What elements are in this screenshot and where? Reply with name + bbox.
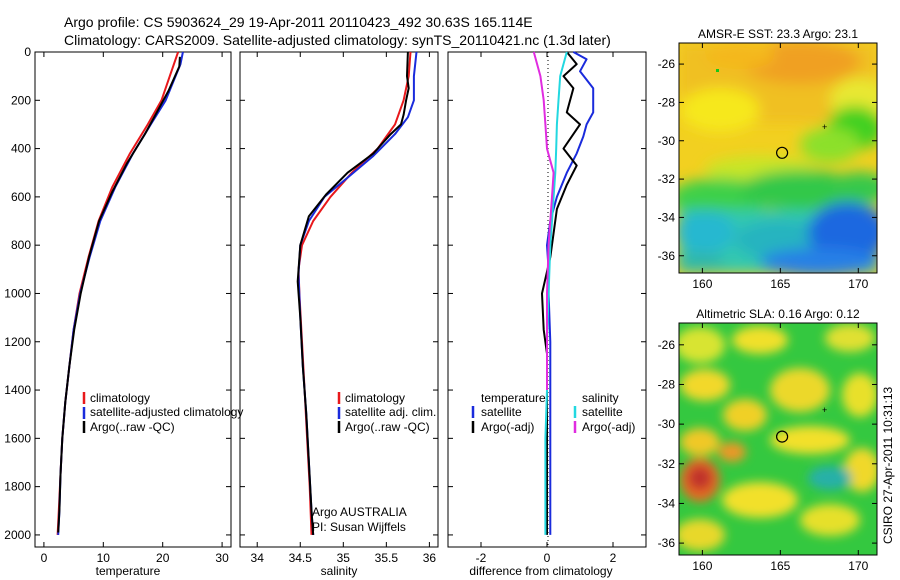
argo-pi-text: PI: Susan Wijffels xyxy=(312,520,406,534)
difference-panel: -2 0 2 difference from climatology tempera… xyxy=(447,51,647,578)
map-x-tick-label: 160 xyxy=(692,559,712,573)
temperature-axes-frame xyxy=(34,51,232,548)
y-tick-label: 1800 xyxy=(4,480,31,494)
figure-title-line1: Argo profile: CS 5903624_29 19-Apr-2011 … xyxy=(64,14,533,30)
map-y-tick-label: -34 xyxy=(658,496,676,510)
x-tick-label: 2 xyxy=(610,551,617,565)
temperature-xlabel: temperature xyxy=(96,564,161,578)
y-tick-label: 200 xyxy=(11,93,31,107)
sst-heatmap xyxy=(679,43,877,273)
map-y-tick-label: -26 xyxy=(658,57,676,71)
map-y-tick-label: -30 xyxy=(658,134,676,148)
x-tick-label: 36 xyxy=(423,551,437,565)
salinity-legend: climatology satellite adj. clim. Argo(..… xyxy=(337,391,436,434)
legend-label-satellite: satellite adj. clim. xyxy=(345,405,436,419)
x-tick-label: 35 xyxy=(337,551,351,565)
series-line-argo-raw-qc- xyxy=(296,51,410,535)
series-line-climatology xyxy=(297,51,412,535)
legend-label-climatology: climatology xyxy=(345,391,405,405)
y-tick-label: 800 xyxy=(11,238,31,252)
legend-label-temp-satellite: satellite xyxy=(481,405,522,419)
sst-argo-float-marker xyxy=(775,146,789,159)
y-tick-label: 2000 xyxy=(4,528,31,542)
salinity-xlabel: salinity xyxy=(321,564,358,578)
sst-plus-marker: + xyxy=(822,122,827,132)
map-y-tick-label: -28 xyxy=(658,95,676,109)
difference-legend: temperature satellite Argo(-adj) salinit… xyxy=(471,391,635,434)
temperature-panel: 0 200 400 600 800 1000 1200 1400 1600 1800 2000 0 1… xyxy=(4,45,243,578)
y-tick-label: 1200 xyxy=(4,335,31,349)
figure-title-line2: Climatology: CARS2009. Satellite-adjuste… xyxy=(64,32,611,48)
map-x-tick-label: 165 xyxy=(770,559,790,573)
series-line-satellite-adjusted-climatology xyxy=(57,51,184,535)
map-x-tick-label: 170 xyxy=(848,277,868,291)
series-line-temperature-satellite xyxy=(546,51,595,535)
map-y-tick-label: -36 xyxy=(658,249,676,263)
map-y-tick-label: -28 xyxy=(658,377,676,391)
x-tick-label: 34.5 xyxy=(289,551,313,565)
legend-label-sal-argo: Argo(-adj) xyxy=(582,420,635,434)
x-tick-label: 34 xyxy=(251,551,265,565)
legend-label-satellite: satellite-adjusted climatology xyxy=(90,405,243,419)
legend-label-sal-satellite: satellite xyxy=(582,405,623,419)
map-y-tick-label: -30 xyxy=(658,417,676,431)
sla-map-title: Altimetric SLA: 0.16 Argo: 0.12 xyxy=(696,307,860,321)
sla-map-frame xyxy=(678,322,878,556)
map-x-tick-label: 165 xyxy=(770,277,790,291)
legend-label-temp-argo: Argo(-adj) xyxy=(481,420,534,434)
csiro-timestamp: CSIRO 27-Apr-2011 10:31:13 xyxy=(881,386,895,544)
legend-label-argo: Argo(..raw -QC) xyxy=(90,420,175,434)
map-y-tick-label: -34 xyxy=(658,210,676,224)
sla-heatmap xyxy=(679,323,877,555)
x-tick-label: -2 xyxy=(476,551,487,565)
map-y-tick-label: -26 xyxy=(658,338,676,352)
x-tick-label: 0 xyxy=(544,551,551,565)
x-tick-label: 30 xyxy=(215,551,229,565)
sst-map-frame xyxy=(678,42,878,274)
y-tick-label: 600 xyxy=(11,190,31,204)
difference-xlabel: difference from climatology xyxy=(469,564,612,578)
map-x-tick-label: 170 xyxy=(848,559,868,573)
y-tick-label: 1000 xyxy=(4,286,31,300)
x-tick-label: 10 xyxy=(97,551,111,565)
sla-plus-marker: + xyxy=(822,405,827,415)
y-tick-label: 1400 xyxy=(4,383,31,397)
legend-label-argo: Argo(..raw -QC) xyxy=(345,420,430,434)
y-tick-label: 0 xyxy=(24,45,31,59)
legend-title-temperature: temperature xyxy=(481,391,546,405)
x-tick-label: 35.5 xyxy=(375,551,399,565)
salinity-axes-frame xyxy=(239,51,439,548)
y-tick-label: 1600 xyxy=(4,431,31,445)
sla-argo-float-marker xyxy=(775,430,789,443)
series-line-salinity-satellite xyxy=(544,51,568,535)
sla-map-panel: Altimetric SLA: 0.16 Argo: 0.12 xyxy=(658,307,878,573)
legend-title-salinity: salinity xyxy=(582,391,619,405)
legend-label-climatology: climatology xyxy=(90,391,150,405)
series-line-climatology xyxy=(56,51,180,535)
x-tick-label: 0 xyxy=(41,551,48,565)
series-line-argo-raw-qc- xyxy=(57,56,181,533)
x-tick-label: 20 xyxy=(156,551,170,565)
y-tick-label: 400 xyxy=(11,142,31,156)
map-y-tick-label: -32 xyxy=(658,172,676,186)
sst-map-title: AMSR-E SST: 23.3 Argo: 23.1 xyxy=(698,27,858,41)
salinity-panel: 34 34.5 35 35.5 36 salinity climatology sate… xyxy=(239,51,439,578)
argo-agency-text: Argo AUSTRALIA xyxy=(312,505,407,519)
sst-map-panel: AMSR-E SST: 23.3 Argo: 23.1 xyxy=(658,27,878,291)
map-y-tick-label: -36 xyxy=(658,536,676,550)
temperature-legend: climatology satellite-adjusted climatolo… xyxy=(82,391,243,434)
map-x-tick-label: 160 xyxy=(692,277,712,291)
map-y-tick-label: -32 xyxy=(658,457,676,471)
series-line-satellite-adj-clim- xyxy=(297,51,418,535)
series-line-salinity-argo-adj- xyxy=(532,51,555,390)
